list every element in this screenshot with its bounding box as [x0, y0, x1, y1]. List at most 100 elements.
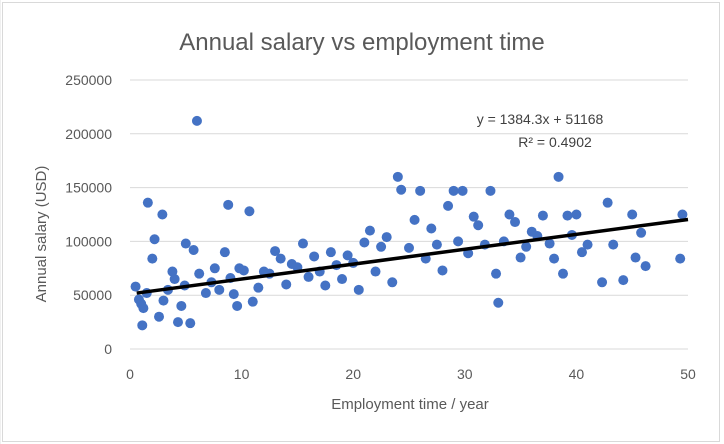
y-axis: 0 50000 100000 150000 200000 250000: [65, 72, 112, 357]
data-point: [147, 253, 158, 264]
data-point: [149, 234, 160, 245]
data-point: [176, 300, 187, 311]
data-point: [491, 268, 502, 279]
data-point: [493, 297, 504, 308]
x-tick-label: 0: [126, 366, 134, 382]
data-point: [158, 295, 169, 306]
data-point: [214, 284, 225, 295]
data-point: [325, 247, 336, 258]
data-point: [172, 317, 183, 328]
trendline-r-squared: R² = 0.4902: [518, 134, 592, 150]
data-point: [537, 210, 548, 221]
x-axis-label: Employment time / year: [331, 396, 489, 413]
data-point: [281, 279, 292, 290]
data-point: [270, 246, 281, 257]
data-point: [677, 209, 688, 220]
trendline: [136, 217, 689, 295]
data-point: [562, 210, 573, 221]
data-point: [544, 238, 555, 249]
gridlines: [130, 79, 688, 350]
data-point: [597, 277, 608, 288]
data-point: [571, 209, 582, 220]
data-point: [167, 266, 178, 277]
data-point: [521, 241, 532, 252]
data-point: [582, 239, 593, 250]
y-tick-label: 50000: [73, 287, 112, 303]
data-point: [504, 209, 515, 220]
data-point: [409, 214, 420, 225]
data-point: [640, 261, 651, 272]
y-tick-label: 200000: [65, 126, 112, 142]
data-point: [320, 280, 331, 291]
x-tick-label: 50: [680, 366, 696, 382]
x-axis: 0 10 20 30 40 50: [126, 366, 696, 382]
data-point: [154, 311, 165, 322]
data-point: [309, 251, 320, 262]
data-point: [228, 289, 239, 300]
data-point: [453, 236, 464, 247]
data-points: [130, 115, 688, 331]
x-tick-label: 40: [569, 366, 585, 382]
data-point: [381, 232, 392, 243]
data-point: [675, 253, 686, 264]
data-point: [138, 303, 149, 314]
data-point: [169, 274, 180, 285]
trendline-equation: y = 1384.3x + 51168: [477, 111, 604, 127]
data-point: [223, 199, 234, 210]
data-point: [142, 197, 153, 208]
data-point: [244, 206, 255, 217]
data-point: [342, 250, 353, 261]
y-tick-label: 150000: [65, 180, 112, 196]
data-point: [510, 217, 521, 228]
data-point: [337, 274, 348, 285]
data-point: [194, 268, 205, 279]
data-point: [549, 253, 560, 264]
data-point: [431, 239, 442, 250]
data-point: [485, 185, 496, 196]
data-point: [303, 271, 314, 282]
data-point: [275, 253, 286, 264]
data-point: [636, 227, 647, 238]
data-point: [137, 320, 148, 331]
data-point: [602, 197, 613, 208]
data-point: [618, 275, 629, 286]
y-axis-label: Annual salary (USD): [33, 166, 50, 303]
data-point: [387, 277, 398, 288]
data-point: [515, 252, 526, 263]
data-point: [376, 241, 387, 252]
data-point: [364, 225, 375, 236]
data-point: [353, 284, 364, 295]
data-point: [457, 185, 468, 196]
data-point: [443, 200, 454, 211]
data-point: [404, 242, 414, 253]
data-point: [247, 296, 258, 307]
data-point: [359, 237, 370, 248]
data-point: [238, 265, 249, 276]
data-point: [157, 209, 168, 220]
data-point: [370, 266, 381, 277]
data-point: [219, 247, 230, 258]
data-point: [468, 211, 479, 222]
data-point: [448, 185, 459, 196]
data-point: [553, 171, 564, 182]
chart-title: Annual salary vs employment time: [179, 29, 544, 56]
data-point: [627, 209, 638, 220]
data-point: [185, 318, 196, 329]
data-point: [188, 245, 199, 256]
data-point: [558, 268, 569, 279]
data-point: [630, 252, 641, 263]
data-point: [437, 265, 448, 276]
data-point: [191, 115, 202, 126]
data-point: [297, 238, 308, 249]
data-point: [180, 238, 191, 249]
x-tick-label: 10: [234, 366, 250, 382]
data-point: [200, 288, 211, 299]
data-point: [130, 281, 141, 292]
y-tick-label: 250000: [65, 72, 112, 88]
data-point: [608, 239, 619, 250]
data-point: [576, 247, 587, 258]
x-tick-label: 20: [345, 366, 361, 382]
data-point: [209, 263, 220, 274]
